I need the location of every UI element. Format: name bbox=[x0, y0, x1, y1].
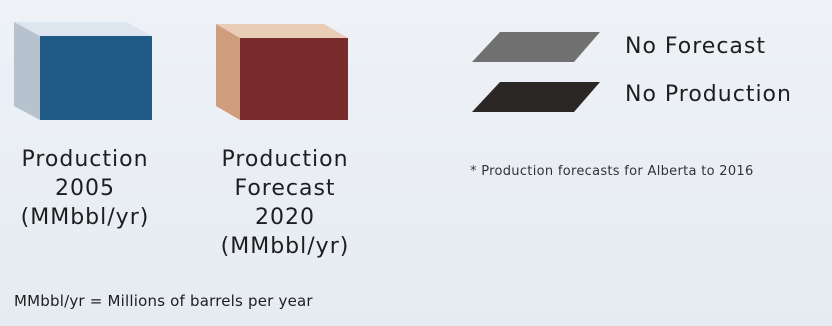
production-2005-label: Production 2005 (MMbbl/yr) bbox=[0, 145, 170, 232]
cube-top-face bbox=[14, 22, 152, 36]
label-line: Forecast bbox=[234, 176, 336, 201]
cube-front-face bbox=[40, 36, 152, 120]
label-line: 2020 bbox=[255, 205, 315, 230]
no-production-swatch bbox=[472, 82, 600, 112]
cube-front-face bbox=[240, 38, 348, 120]
production-forecast-2020-cube bbox=[216, 24, 348, 120]
cube-top-face bbox=[216, 24, 348, 38]
forecast-footnote: * Production forecasts for Alberta to 20… bbox=[470, 164, 754, 179]
label-line: (MMbbl/yr) bbox=[20, 205, 150, 230]
label-line: 2005 bbox=[55, 176, 115, 201]
cube-side-face bbox=[14, 22, 40, 120]
label-line: Production bbox=[221, 147, 349, 172]
label-line: (MMbbl/yr) bbox=[220, 234, 350, 259]
production-forecast-2020-label: Production Forecast 2020 (MMbbl/yr) bbox=[195, 145, 375, 261]
no-production-label: No Production bbox=[625, 82, 792, 107]
units-note: MMbbl/yr = Millions of barrels per year bbox=[14, 292, 313, 310]
no-forecast-swatch bbox=[472, 32, 600, 62]
production-2005-cube bbox=[14, 22, 152, 120]
no-forecast-label: No Forecast bbox=[625, 34, 767, 59]
label-line: Production bbox=[21, 147, 149, 172]
cube-side-face bbox=[216, 24, 240, 120]
